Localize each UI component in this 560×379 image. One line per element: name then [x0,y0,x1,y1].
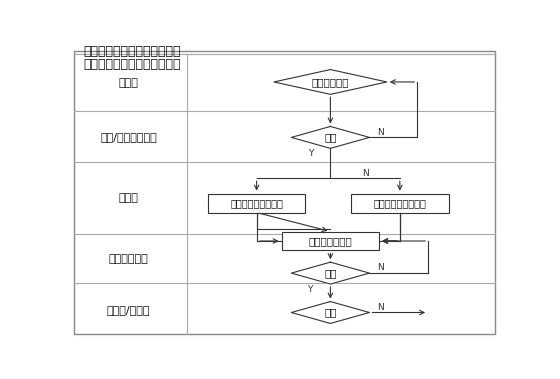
Text: N: N [362,169,368,177]
Text: N: N [377,303,384,312]
Text: 财务部: 财务部 [119,78,138,88]
Text: 贷款额度申请: 贷款额度申请 [312,77,349,87]
Text: 财务部: 财务部 [119,193,138,203]
Text: 项目贷款合同会签控制流程图: 项目贷款合同会签控制流程图 [83,45,180,58]
Polygon shape [291,262,370,284]
Text: 审批: 审批 [324,307,337,318]
Text: N: N [377,263,384,273]
FancyBboxPatch shape [351,194,449,213]
Polygon shape [291,302,370,323]
Text: 银行/其他金融机构: 银行/其他金融机构 [100,132,157,142]
Text: 填写借款、抵押合同: 填写借款、抵押合同 [230,198,283,208]
Text: 总经理/经管会: 总经理/经管会 [107,305,150,315]
Polygon shape [291,127,370,148]
Polygon shape [274,70,387,94]
Text: 项目贷款合同会签控制流程图: 项目贷款合同会签控制流程图 [83,58,180,71]
Text: N: N [377,128,384,137]
Text: 审批: 审批 [324,268,337,278]
Text: 审批: 审批 [324,132,337,143]
FancyBboxPatch shape [74,51,495,334]
Text: Y: Y [308,149,314,158]
Text: 办理抵押物抵押登记: 办理抵押物抵押登记 [374,198,426,208]
FancyBboxPatch shape [208,194,305,213]
Text: Y: Y [307,285,312,294]
Text: 填写合同会签单: 填写合同会签单 [309,236,352,246]
Text: 财务分管领导: 财务分管领导 [109,254,148,263]
FancyBboxPatch shape [282,232,379,251]
